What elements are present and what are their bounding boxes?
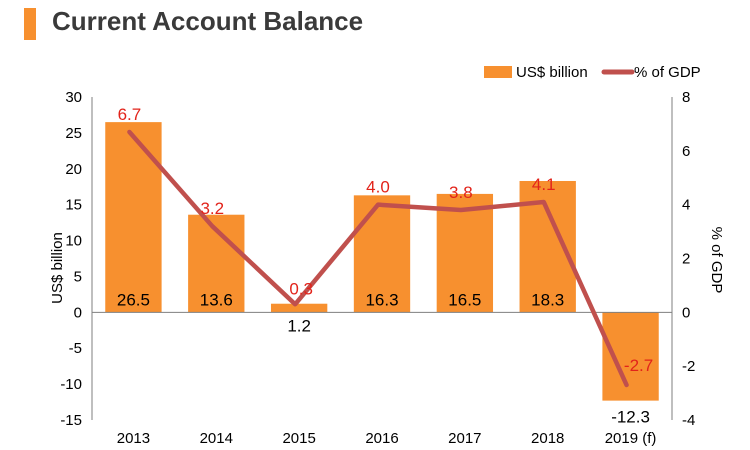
line-value-label: -2.7 [624,356,653,375]
x-tick-label: 2016 [365,430,398,447]
y-axis-title: US$ billion [49,232,66,304]
y-tick-label: 20 [65,161,82,178]
gdp-line [127,129,629,388]
bar [105,122,162,313]
legend-line-label: % of GDP [634,64,701,81]
bar-value-label: 13.6 [200,290,233,309]
line-value-label: 3.2 [200,199,224,218]
bar [270,303,328,313]
line-value-label: 4.0 [366,178,390,197]
x-tick-label: 2014 [200,430,233,447]
y-tick-label: 25 [65,125,82,142]
bar [436,193,494,313]
title-accent-bar [24,8,36,40]
x-tick-label: 2015 [282,430,315,447]
y-tick-label: 30 [65,89,82,106]
line-value-label: 0.3 [289,279,313,298]
y-tick-label: -5 [69,340,82,357]
y2-tick-label: 4 [682,197,690,214]
y-tick-label: 0 [74,304,82,321]
bar-value-label: 18.3 [531,290,564,309]
y-tick-label: -15 [60,412,82,429]
y-tick-label: -10 [60,376,82,393]
legend: US$ billion % of GDP [484,64,701,81]
y2-axis-title: % of GDP [708,227,725,294]
x-tick-label: 2017 [448,430,481,447]
bar-value-label: 16.5 [448,290,481,309]
x-tick-label: 2013 [117,430,150,447]
x-tick-label: 2018 [531,430,564,447]
y-tick-label: 5 [74,268,82,285]
y2-tick-label: 2 [682,251,690,268]
y-tick-label: 15 [65,197,82,214]
bar [353,195,411,313]
line-value-label: 4.1 [532,175,556,194]
y2-tick-label: -4 [682,412,695,429]
bar-value-label: -12.3 [611,408,650,427]
y2-tick-label: 8 [682,89,690,106]
legend-bar-label: US$ billion [516,64,588,81]
page-title: Current Account Balance [52,6,364,36]
bar-value-label: 1.2 [287,316,311,335]
x-tick-label: 2019 (f) [605,430,657,447]
legend-bar-swatch [484,66,512,78]
y2-tick-label: 6 [682,143,690,160]
y2-tick-label: -2 [682,358,695,375]
y2-tick-label: 0 [682,304,690,321]
bar-value-label: 16.3 [365,290,398,309]
line-value-label: 3.8 [449,183,473,202]
y-tick-label: 10 [65,233,82,250]
line-value-label: 6.7 [118,105,142,124]
bar-value-label: 26.5 [117,290,150,309]
